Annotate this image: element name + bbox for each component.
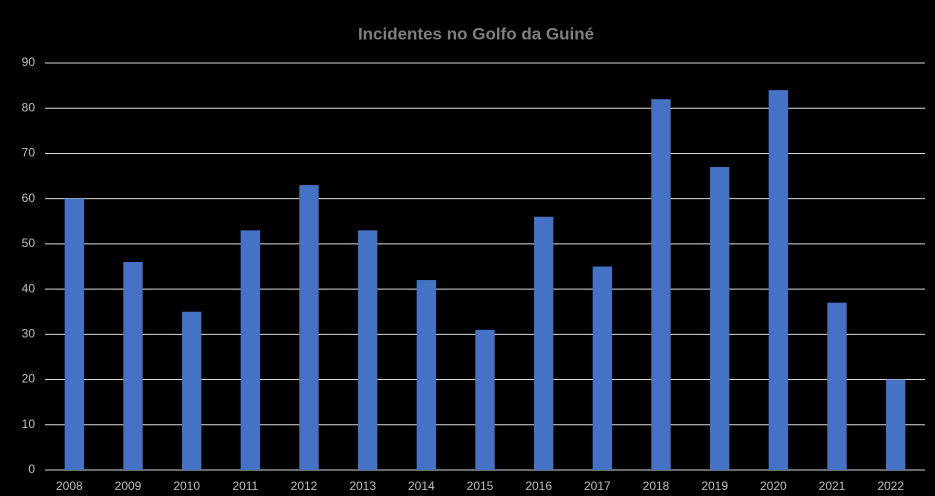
bar: [768, 90, 789, 470]
y-tick-label: 0: [28, 462, 35, 476]
y-tick-label: 80: [22, 100, 36, 114]
bar: [592, 266, 613, 470]
x-tick-label: 2008: [56, 479, 83, 493]
x-tick-label: 2018: [643, 479, 670, 493]
x-tick-label: 2016: [525, 479, 552, 493]
x-tick-label: 2020: [760, 479, 787, 493]
x-tick-label: 2021: [819, 479, 846, 493]
x-tick-label: 2017: [584, 479, 611, 493]
bar: [416, 280, 437, 470]
y-tick-label: 70: [22, 146, 36, 160]
bar: [240, 230, 261, 470]
bar: [533, 216, 554, 470]
x-tick-label: 2009: [115, 479, 142, 493]
y-tick-label: 20: [22, 372, 36, 386]
y-tick-label: 30: [22, 327, 36, 341]
bar: [709, 167, 730, 470]
bar: [885, 379, 906, 470]
bar: [357, 230, 378, 470]
x-tick-label: 2022: [877, 479, 904, 493]
chart-title: Incidentes no Golfo da Guiné: [358, 24, 594, 43]
bar: [651, 99, 671, 470]
x-tick-label: 2012: [291, 479, 318, 493]
y-tick-label: 10: [22, 417, 36, 431]
y-tick-label: 40: [22, 281, 36, 295]
bar: [181, 311, 202, 470]
x-tick-label: 2010: [173, 479, 200, 493]
y-tick-label: 60: [22, 191, 36, 205]
x-tick-label: 2013: [349, 479, 376, 493]
x-tick-label: 2011: [232, 479, 258, 493]
x-tick-label: 2019: [701, 479, 728, 493]
bar: [475, 329, 495, 470]
bar: [299, 185, 319, 470]
x-tick-label: 2015: [467, 479, 494, 493]
bar: [827, 302, 847, 470]
x-tick-label: 2014: [408, 479, 435, 493]
bar: [64, 198, 85, 470]
bar: [123, 261, 143, 470]
y-tick-label: 90: [22, 55, 36, 69]
y-tick-label: 50: [22, 236, 36, 250]
